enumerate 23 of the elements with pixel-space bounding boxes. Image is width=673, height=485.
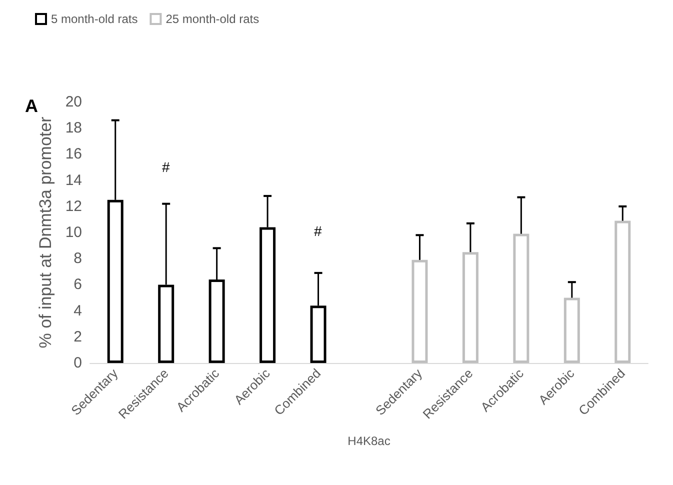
bar	[412, 260, 428, 363]
annotation: #	[162, 159, 170, 175]
x-axis-title: H4K8ac	[348, 434, 390, 448]
y-tick-label: 20	[65, 94, 82, 110]
y-tick-label: 0	[74, 354, 82, 372]
legend-label: 25 month-old rats	[166, 12, 260, 26]
legend-label: 5 month-old rats	[51, 12, 138, 26]
y-axis-title: % of input at Dnmt3a promoter	[36, 116, 55, 348]
text: A	[25, 96, 38, 116]
y-tick-label: 6	[74, 276, 82, 294]
bar	[513, 234, 530, 363]
annotation: #	[314, 223, 322, 239]
y-tick-label: 18	[65, 120, 82, 137]
y-tick-label: 2	[74, 328, 82, 346]
bar	[462, 252, 478, 363]
y-tick-label: 10	[65, 224, 82, 241]
bar	[564, 298, 580, 363]
y-tick-label: 16	[65, 146, 82, 163]
bar	[614, 220, 631, 363]
y-tick-label: 14	[65, 172, 82, 189]
y-tick-label: 12	[65, 198, 82, 215]
y-tick-label: 8	[74, 250, 82, 268]
y-tick-label: 4	[74, 302, 82, 320]
